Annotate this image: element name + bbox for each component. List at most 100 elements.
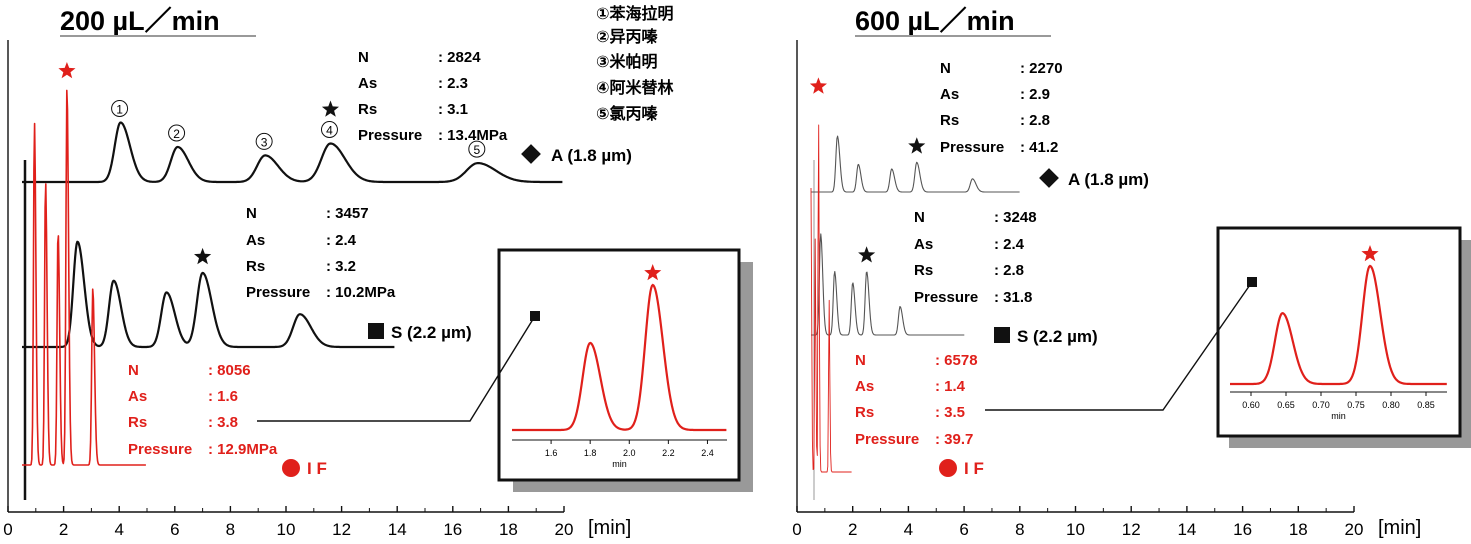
series-line	[811, 233, 965, 336]
stat-n-label: N	[940, 60, 951, 77]
left-legend-diamond-icon	[521, 144, 541, 164]
inset-x-tick-label: 1.6	[545, 448, 558, 458]
series-line	[21, 121, 563, 184]
stat-pressure-value: : 31.8	[994, 289, 1032, 306]
left-callout-line	[257, 315, 536, 422]
inset-x-tick-label: 1.8	[584, 448, 597, 458]
inset-peak-star-icon	[1361, 245, 1379, 262]
right-legend-diamond-icon	[1039, 168, 1059, 188]
right-stats-a: N : 2270 As : 2.9 Rs : 2.8 Pressure : 41…	[940, 60, 1063, 156]
left-stats-if: N : 8056 As : 1.6 Rs : 3.8 Pressure : 12…	[128, 362, 278, 458]
x-tick-label: 0	[792, 520, 801, 539]
right-callout-line	[985, 281, 1253, 411]
stat-as-label: As	[914, 236, 933, 253]
left-stats-a: N : 2824 As : 2.3 Rs : 3.1 Pressure : 13…	[358, 49, 508, 144]
stat-as-value: : 1.6	[208, 388, 238, 405]
peak-number-circle	[255, 132, 273, 150]
stat-pressure-label: Pressure	[855, 431, 919, 448]
inset-x-tick-label: 2.2	[662, 448, 675, 458]
right-panel-title: 600 µL／min	[855, 6, 1015, 36]
stat-n-value: : 3248	[994, 209, 1037, 226]
x-tick-label: 16	[1233, 520, 1252, 539]
x-tick-label: 20	[555, 520, 574, 539]
stat-pressure-value: : 13.4MPa	[438, 127, 508, 144]
stat-rs-value: : 3.2	[326, 258, 356, 275]
stat-pressure-label: Pressure	[358, 127, 422, 144]
stat-as-label: As	[855, 378, 874, 395]
peak-number-label: 4	[326, 124, 333, 138]
stat-n-value: : 2270	[1020, 60, 1063, 77]
stat-n-label: N	[246, 205, 257, 222]
x-tick-label: 10	[277, 520, 296, 539]
inset-x-tick-label: 0.65	[1277, 400, 1295, 410]
stat-n-value: : 3457	[326, 205, 369, 222]
left-inset-frame	[497, 248, 741, 482]
stat-as-label: As	[940, 86, 959, 103]
stat-rs-value: : 2.8	[994, 262, 1024, 279]
peak-number-label: 3	[261, 135, 268, 149]
x-tick-label: 0	[3, 520, 12, 539]
inset-x-tick-label: 0.75	[1347, 400, 1365, 410]
series-line	[810, 124, 852, 473]
inset-x-axis-label: min	[1331, 411, 1346, 421]
x-tick-label: 2	[848, 520, 857, 539]
left-stats-s: N : 3457 As : 2.4 Rs : 3.2 Pressure : 10…	[246, 205, 396, 301]
x-tick-label: 18	[1289, 520, 1308, 539]
stat-as-value: : 2.3	[438, 75, 468, 92]
peak-number-circle	[320, 121, 338, 138]
inset-x-tick-label: 2.4	[701, 448, 714, 458]
peak-star-icon	[321, 100, 339, 117]
right-stats-if: N : 6578 As : 1.4 Rs : 3.5 Pressure : 39…	[855, 352, 978, 448]
series-line	[21, 89, 146, 466]
peak-star-icon	[809, 77, 827, 94]
inset-x-axis-label: min	[612, 459, 627, 469]
x-tick-label: 12	[1122, 520, 1141, 539]
inset-series-line	[512, 283, 727, 432]
left-legend-a: A (1.8 µm)	[551, 146, 632, 165]
peak-number-label: 2	[173, 127, 180, 141]
compound-1-label: ①苯海拉明	[596, 4, 674, 23]
compound-5-label: ⑤氯丙嗪	[596, 104, 658, 123]
inset-x-tick-label: 0.60	[1242, 400, 1260, 410]
compound-4-label: ④阿米替林	[596, 78, 674, 97]
stat-pressure-label: Pressure	[128, 441, 192, 458]
right-legend-a: A (1.8 µm)	[1068, 170, 1149, 189]
stat-rs-label: Rs	[940, 112, 959, 129]
x-tick-label: 2	[59, 520, 68, 539]
left-legend-square-icon	[368, 323, 384, 339]
stat-n-label: N	[128, 362, 139, 379]
stat-n-label: N	[855, 352, 866, 369]
stat-pressure-value: : 39.7	[935, 431, 973, 448]
stat-as-value: : 2.9	[1020, 86, 1050, 103]
inset-x-tick-label: 2.0	[623, 448, 636, 458]
x-tick-label: 4	[904, 520, 913, 539]
stat-n-value: : 6578	[935, 352, 978, 369]
stat-pressure-label: Pressure	[940, 139, 1004, 156]
stat-pressure-label: Pressure	[246, 284, 310, 301]
peak-star-icon	[58, 62, 76, 79]
stat-pressure-value: : 41.2	[1020, 139, 1058, 156]
x-tick-label: 12	[332, 520, 351, 539]
stat-as-label: As	[246, 232, 265, 249]
stat-rs-value: : 3.8	[208, 414, 238, 431]
stat-n-value: : 8056	[208, 362, 251, 379]
right-legend-circle-icon	[939, 459, 957, 477]
peak-star-icon	[908, 137, 926, 154]
stat-as-label: As	[128, 388, 147, 405]
right-callout-square-icon	[1247, 277, 1257, 287]
left-legend-s: S (2.2 µm)	[391, 323, 472, 342]
peak-number-circle	[468, 140, 486, 158]
x-tick-label: 14	[388, 520, 407, 539]
right-x-axis-label: [min]	[1378, 517, 1421, 539]
x-tick-label: 16	[443, 520, 462, 539]
x-tick-label: 6	[170, 520, 179, 539]
peak-star-icon	[194, 247, 212, 265]
stat-as-value: : 1.4	[935, 378, 966, 395]
left-legend-circle-icon	[282, 459, 300, 477]
right-legend-square-icon	[994, 327, 1010, 343]
left-x-axis-label: [min]	[588, 517, 631, 539]
right-legend-if: I F	[964, 459, 984, 478]
